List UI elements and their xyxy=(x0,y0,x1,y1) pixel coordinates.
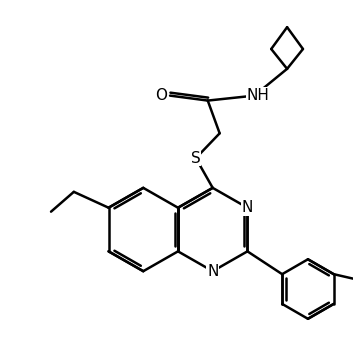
Text: N: N xyxy=(242,200,253,215)
Text: NH: NH xyxy=(247,88,270,103)
Text: N: N xyxy=(207,264,218,279)
Text: S: S xyxy=(191,151,201,165)
Text: O: O xyxy=(155,88,167,103)
